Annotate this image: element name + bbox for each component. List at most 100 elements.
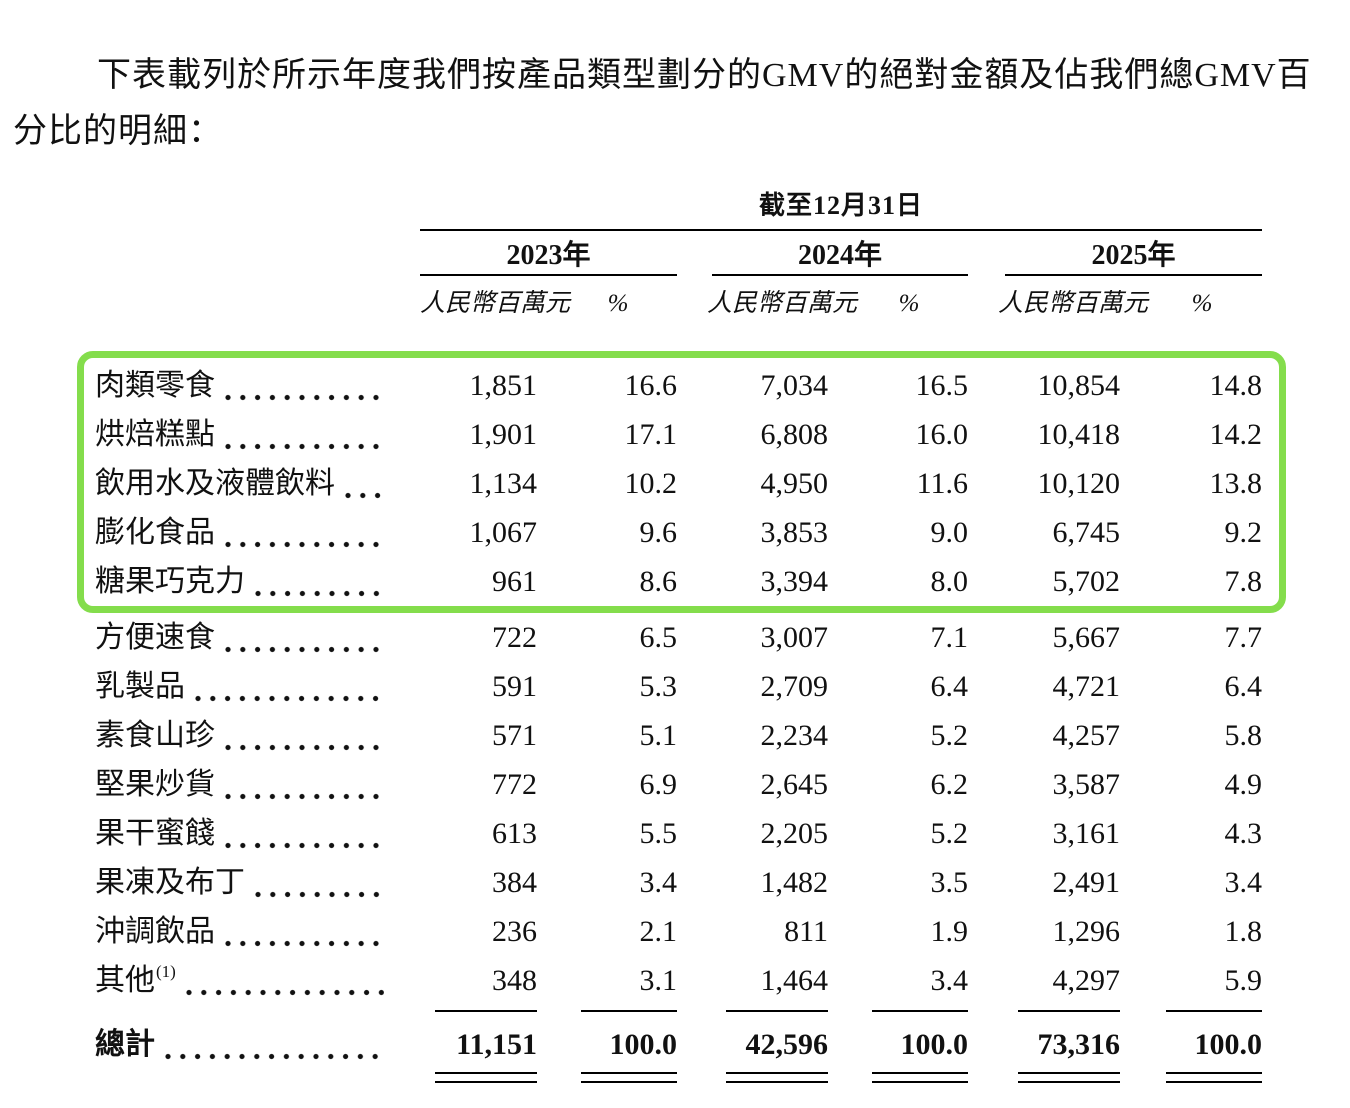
total-2023-pct: 100.0 — [609, 1027, 678, 1061]
value-2024-pct: 3.5 — [930, 866, 969, 899]
value-2025-rmb: 10,120 — [1037, 467, 1121, 500]
value-2024-pct: 3.4 — [930, 964, 969, 997]
total-2023-rmb: 11,151 — [456, 1027, 537, 1061]
row-label: 果凍及布丁 — [95, 866, 245, 899]
row-label-cell: 果干蜜餞 — [95, 809, 390, 858]
value-2023-rmb: 571 — [492, 719, 537, 752]
row-label: 沖調飲品 — [95, 915, 215, 948]
value-2025-rmb: 3,587 — [1052, 768, 1121, 801]
dot-leader — [165, 1052, 384, 1060]
year-header-2023: 2023年 — [420, 241, 677, 276]
intro-paragraph: 下表載列於所示年度我們按產品類型劃分的GMV的絕對金額及佔我們總GMV百 分比的… — [13, 48, 1350, 160]
value-2024-rmb: 4,950 — [760, 467, 829, 500]
row-label: 乳製品 — [95, 670, 185, 703]
unit-header-2024-rmb: 人民幣百萬元 — [707, 290, 858, 317]
value-2024-rmb: 3,853 — [760, 516, 829, 549]
totals-top-rule — [95, 1005, 1262, 1019]
value-2023-rmb: 1,134 — [469, 467, 538, 500]
value-2024-rmb: 3,394 — [760, 565, 829, 598]
dot-leader — [225, 940, 384, 947]
dot-leader — [225, 744, 384, 751]
value-2023-rmb: 961 — [492, 565, 537, 598]
table-row: 果凍及布丁 384 3.4 1,482 3.5 2,491 3.4 — [95, 858, 1262, 907]
pct-header-2023: % — [607, 290, 629, 317]
table-row: 飲用水及液體飲料 1,134 10.2 4,950 11.6 10,120 13… — [95, 459, 1262, 508]
column-double-rule — [435, 1072, 537, 1083]
row-label-cell: 乳製品 — [95, 662, 390, 711]
dot-leader — [195, 695, 384, 702]
dot-leader — [255, 590, 384, 597]
dot-leader — [225, 842, 384, 849]
value-2025-pct: 5.9 — [1224, 964, 1263, 997]
value-2023-pct: 5.1 — [639, 719, 678, 752]
row-label-cell: 烘焙糕點 — [95, 410, 390, 459]
highlighted-rows: 肉類零食 1,851 16.6 7,034 16.5 10,854 14.8 烘… — [95, 361, 1262, 606]
column-rule — [1018, 1010, 1120, 1012]
value-2025-rmb: 5,702 — [1052, 565, 1121, 598]
column-double-rule — [581, 1072, 677, 1083]
row-label: 素食山珍 — [95, 719, 215, 752]
value-2023-pct: 17.1 — [624, 418, 678, 451]
dot-leader — [225, 646, 384, 653]
value-2024-pct: 16.0 — [915, 418, 969, 451]
intro-line-2: 分比的明細： — [13, 113, 223, 150]
dot-leader — [225, 394, 384, 401]
column-rule — [581, 1010, 677, 1012]
value-2025-pct: 6.4 — [1224, 670, 1263, 703]
column-double-rule — [726, 1072, 828, 1083]
value-2023-pct: 3.1 — [639, 964, 678, 997]
value-2025-pct: 9.2 — [1224, 516, 1263, 549]
value-2023-rmb: 348 — [492, 964, 537, 997]
row-label-cell: 其他 (1) — [95, 956, 390, 1005]
column-double-rule — [1018, 1072, 1120, 1083]
total-2025-pct: 100.0 — [1194, 1027, 1263, 1061]
value-2023-rmb: 772 — [492, 768, 537, 801]
value-2024-rmb: 3,007 — [760, 621, 829, 654]
value-2024-pct: 6.2 — [930, 768, 969, 801]
highlight-box: 肉類零食 1,851 16.6 7,034 16.5 10,854 14.8 烘… — [77, 351, 1286, 613]
pct-header-2024: % — [898, 290, 920, 317]
value-2023-rmb: 1,067 — [469, 516, 538, 549]
row-label: 糖果巧克力 — [95, 565, 245, 598]
value-2025-rmb: 4,297 — [1052, 964, 1121, 997]
value-2025-pct: 14.2 — [1209, 418, 1263, 451]
value-2025-pct: 3.4 — [1224, 866, 1263, 899]
value-2023-pct: 5.3 — [639, 670, 678, 703]
value-2023-pct: 5.5 — [639, 817, 678, 850]
value-2025-pct: 14.8 — [1209, 369, 1263, 402]
dot-leader — [225, 443, 384, 450]
value-2025-pct: 7.7 — [1224, 621, 1263, 654]
value-2025-rmb: 10,854 — [1037, 369, 1121, 402]
table-header-units: 人民幣百萬元 % 人民幣百萬元 % 人民幣百萬元 % — [95, 288, 1262, 320]
value-2025-rmb: 1,296 — [1052, 915, 1121, 948]
value-2025-pct: 1.8 — [1224, 915, 1263, 948]
value-2024-pct: 11.6 — [916, 467, 968, 500]
value-2024-rmb: 6,808 — [760, 418, 829, 451]
value-2024-rmb: 2,645 — [760, 768, 829, 801]
value-2025-pct: 4.3 — [1224, 817, 1263, 850]
value-2023-rmb: 591 — [492, 670, 537, 703]
row-label-cell: 糖果巧克力 — [95, 557, 390, 606]
value-2025-rmb: 4,257 — [1052, 719, 1121, 752]
value-2023-pct: 2.1 — [639, 915, 678, 948]
dot-leader — [225, 541, 384, 548]
table-row: 肉類零食 1,851 16.6 7,034 16.5 10,854 14.8 — [95, 361, 1262, 410]
table-row: 沖調飲品 236 2.1 811 1.9 1,296 1.8 — [95, 907, 1262, 956]
value-2025-rmb: 4,721 — [1052, 670, 1121, 703]
intro-line-1: 下表載列於所示年度我們按產品類型劃分的GMV的絕對金額及佔我們總GMV百 — [97, 57, 1312, 94]
total-2024-rmb: 42,596 — [745, 1027, 829, 1061]
table-row: 膨化食品 1,067 9.6 3,853 9.0 6,745 9.2 — [95, 508, 1262, 557]
row-label-cell: 沖調飲品 — [95, 907, 390, 956]
value-2025-pct: 7.8 — [1224, 565, 1263, 598]
row-label-cell: 方便速食 — [95, 613, 390, 662]
table-header-period: 截至12月31日 — [95, 190, 1262, 231]
dot-leader — [225, 793, 384, 800]
value-2024-pct: 6.4 — [930, 670, 969, 703]
column-rule — [726, 1010, 828, 1012]
value-2025-rmb: 6,745 — [1052, 516, 1121, 549]
total-row: 總計 11,151 100.0 42,596 100.0 73,316 100.… — [95, 1019, 1262, 1069]
dot-leader — [255, 891, 384, 898]
row-label: 肉類零食 — [95, 369, 215, 402]
unit-header-2023-rmb: 人民幣百萬元 — [420, 290, 571, 317]
table-row: 方便速食 722 6.5 3,007 7.1 5,667 7.7 — [95, 613, 1262, 662]
